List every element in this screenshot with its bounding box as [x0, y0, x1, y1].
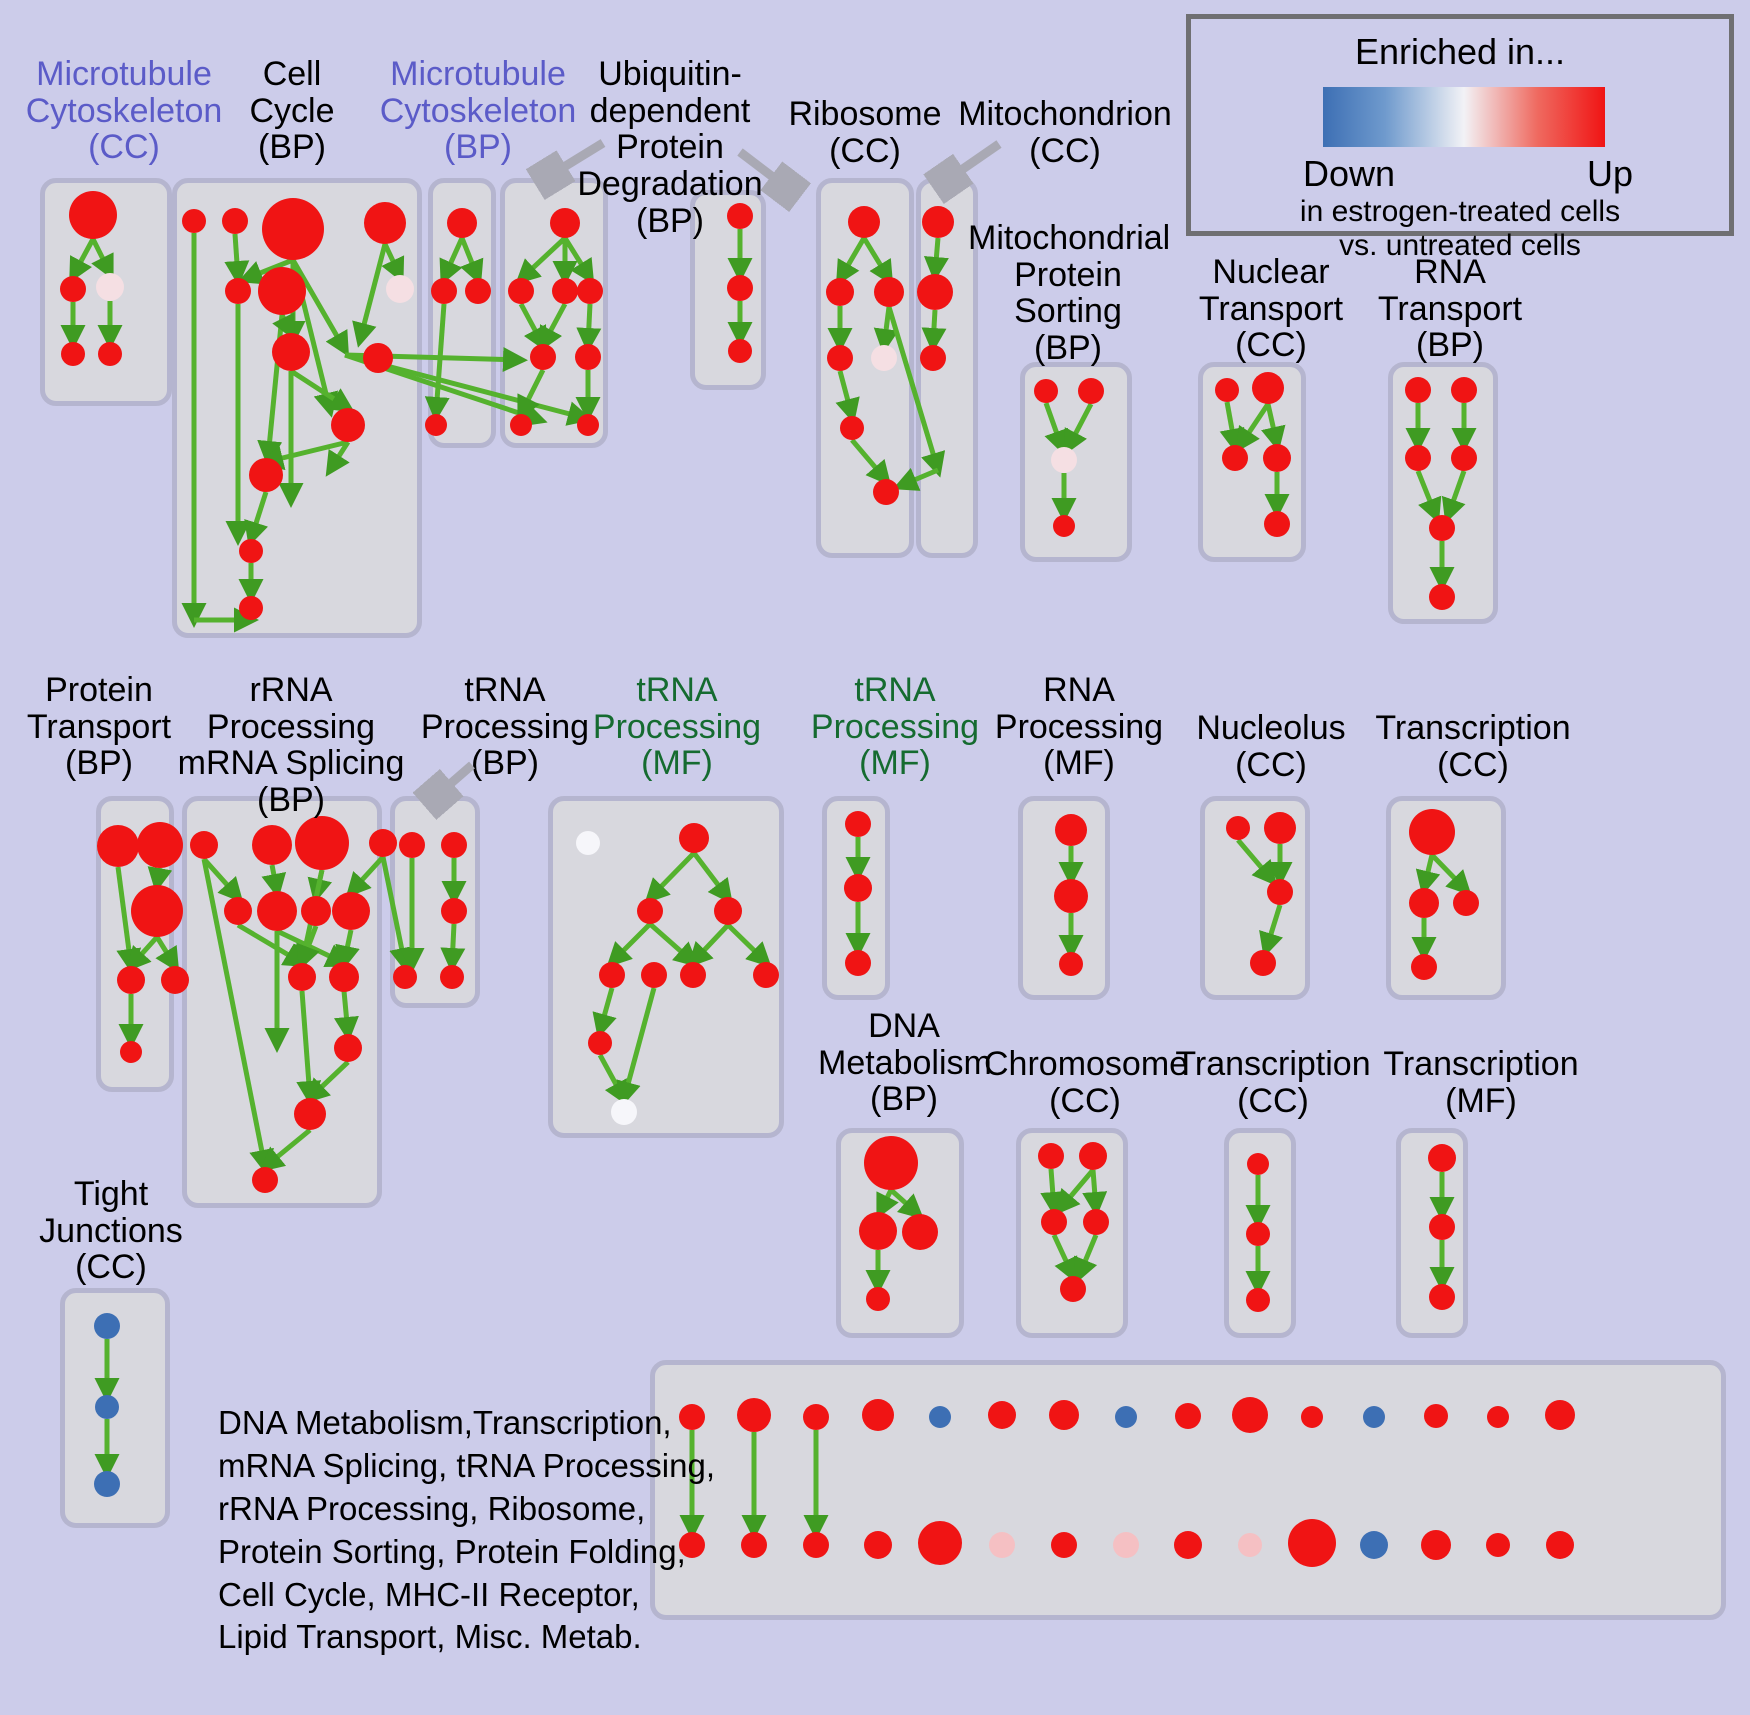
legend-subtitle: in estrogen-treated cells vs. untreated … [1299, 195, 1621, 262]
cluster-label-mitochondrion-cc: Mitochondrion (CC) [958, 95, 1172, 170]
cluster-label-transcription-cc-bottom: Transcription (CC) [1175, 1045, 1371, 1120]
panel-mito-sorting [1020, 362, 1132, 562]
cluster-label-ribosome-cc: Ribosome (CC) [788, 95, 942, 170]
cluster-label-rna-processing-mf: RNA Processing (MF) [994, 671, 1164, 783]
cluster-label-rrna-processing-mrna-splicing-bp: rRNA Processing mRNA Splicing (BP) [177, 671, 405, 820]
cluster-label-dna-metabolism-bp: DNA Metabolism (BP) [818, 1007, 992, 1119]
cluster-label-nucleolus-cc: Nucleolus (CC) [1196, 709, 1346, 784]
panel-nuclear-transport [1198, 362, 1306, 562]
cluster-label-transcription-cc-top: Transcription (CC) [1375, 709, 1571, 784]
cluster-label-protein-transport-bp: Protein Transport (BP) [26, 671, 172, 783]
panel-tight-junctions [60, 1288, 170, 1528]
panel-rrna-mrna [182, 796, 382, 1208]
panel-chromosome [1016, 1128, 1128, 1338]
cluster-label-nuclear-transport-cc: Nuclear Transport (CC) [1198, 253, 1344, 365]
panel-misc-wide [650, 1360, 1726, 1620]
panel-rna-transport [1388, 362, 1498, 624]
legend-color-gradient-bar [1323, 87, 1605, 147]
panel-rna-processing [1018, 796, 1110, 1000]
cluster-label-trna-processing-bp: tRNA Processing (BP) [420, 671, 590, 783]
legend-box: Enriched in... Down Up in estrogen-treat… [1186, 14, 1734, 262]
cluster-label-microtubule-cytoskeleton-cc: Microtubule Cytoskeleton (CC) [25, 55, 223, 167]
cluster-label-trna-processing-mf-2: tRNA Processing (MF) [810, 671, 980, 783]
panel-protein-transport [96, 796, 174, 1092]
misc-cluster-caption: DNA Metabolism,Transcription, mRNA Splic… [218, 1404, 716, 1656]
panel-microtubule-cc [40, 178, 172, 406]
panel-cell-cycle [172, 178, 422, 638]
cluster-label-tight-junctions-cc: Tight Junctions (CC) [39, 1175, 183, 1287]
cluster-label-cell-cycle-bp: Cell Cycle (BP) [249, 55, 335, 167]
cluster-label-chromosome-cc: Chromosome (CC) [984, 1045, 1189, 1120]
panel-transcription-mf [1396, 1128, 1468, 1338]
cluster-label-mitochondrial-protein-sorting-bp: Mitochondrial Protein Sorting (BP) [968, 219, 1171, 368]
cluster-label-microtubule-cytoskeleton-bp: Microtubule Cytoskeleton (BP) [379, 55, 577, 167]
panel-transcription-cc-bot [1224, 1128, 1296, 1338]
legend-title: Enriched in... [1354, 31, 1566, 72]
panel-ribosome [816, 178, 914, 558]
panel-microtubule-bp [428, 178, 496, 448]
cluster-label-rna-transport-bp: RNA Transport (BP) [1377, 253, 1523, 365]
panel-trna-bp [390, 796, 480, 1008]
cluster-label-ubiquitin-dependent-protein-degradation-bp: Ubiquitin- dependent Protein Degradation… [577, 55, 763, 240]
legend-down-label: Down [1303, 153, 1396, 194]
legend-up-label: Up [1586, 153, 1633, 194]
panel-trna-mf-2 [822, 796, 890, 1000]
panel-nucleolus [1200, 796, 1310, 1000]
cluster-label-trna-processing-mf-1: tRNA Processing (MF) [592, 671, 762, 783]
cluster-label-transcription-mf: Transcription (MF) [1383, 1045, 1579, 1120]
panel-dna-metabolism [836, 1128, 964, 1338]
panel-trna-mf-1 [548, 796, 784, 1138]
panel-transcription-cc-top [1386, 796, 1506, 1000]
